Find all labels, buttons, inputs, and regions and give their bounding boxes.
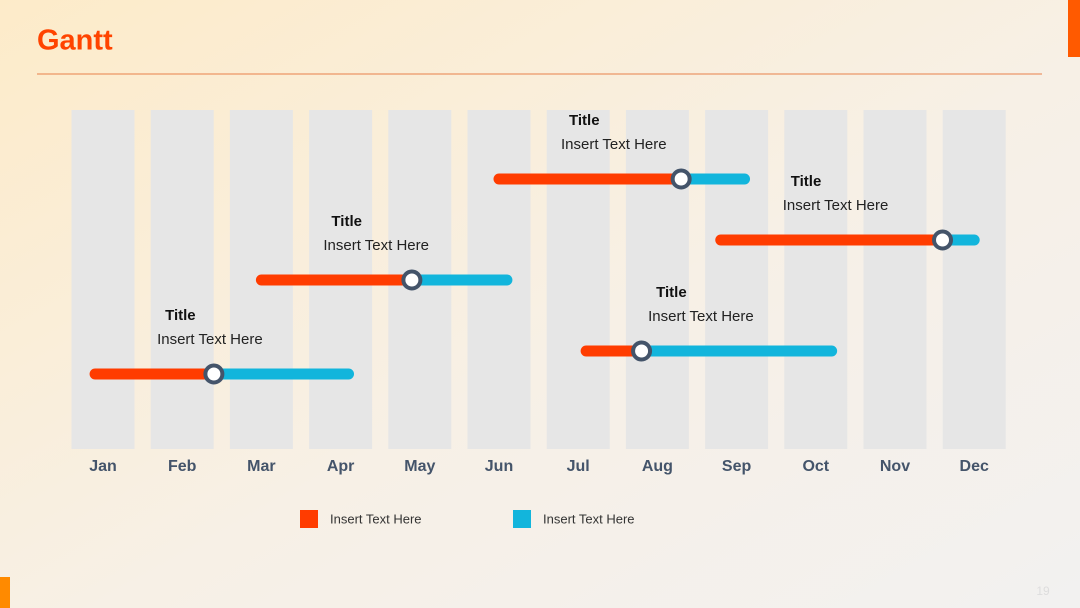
task-text: Insert Text Here [323,237,429,254]
month-column [942,110,1006,449]
chart-title: Gantt [37,25,113,57]
legend-label: Insert Text Here [330,511,422,526]
corner-accent [0,577,10,608]
progress-marker [670,168,692,190]
x-tick-label: Jun [485,458,513,475]
progress-marker [631,340,653,362]
month-column [150,110,214,449]
x-tick-label: Dec [960,458,989,475]
task-title: Title [569,112,600,129]
legend-swatch [513,510,531,528]
x-tick-label: Aug [642,458,673,475]
task-title: Title [791,173,822,190]
task-title: Title [331,213,362,230]
corner-accent [1068,0,1080,57]
month-column [863,110,927,449]
x-tick-label: Sep [722,458,752,475]
legend-label: Insert Text Here [543,511,635,526]
month-column [705,110,769,449]
task-text: Insert Text Here [561,136,667,153]
task-text: Insert Text Here [783,197,889,214]
page-number: 19 [1036,584,1050,598]
x-tick-label: Mar [247,458,275,475]
x-tick-label: Apr [327,458,355,475]
task-title: Title [656,284,687,301]
task-text: Insert Text Here [648,308,754,325]
month-column [784,110,848,449]
progress-marker [401,269,423,291]
x-tick-label: Feb [168,458,197,475]
task-title: Title [165,307,196,324]
x-tick-label: Jan [89,458,117,475]
month-column [625,110,689,449]
x-tick-label: Oct [802,458,829,475]
x-tick-label: Jul [567,458,590,475]
month-column [71,110,135,449]
month-column [546,110,610,449]
progress-marker [932,229,954,251]
legend-swatch [300,510,318,528]
x-tick-label: May [404,458,435,475]
task-text: Insert Text Here [157,331,263,348]
x-tick-label: Nov [880,458,910,475]
progress-marker [203,363,225,385]
